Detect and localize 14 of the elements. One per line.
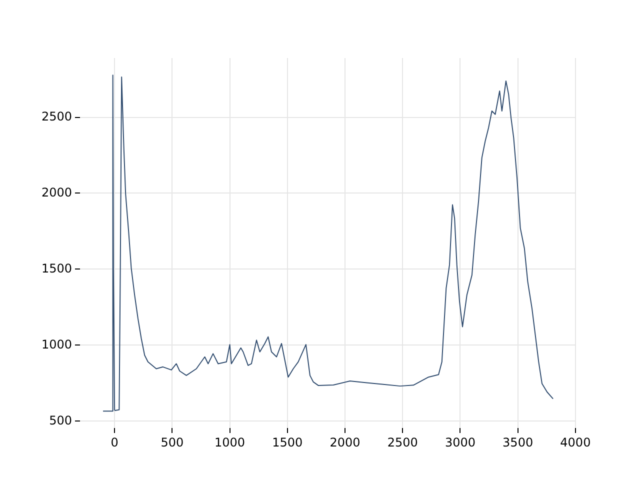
x-tick-label: 500 <box>160 435 184 450</box>
y-tick-label: 1000 <box>41 337 72 352</box>
x-tick-label: 1000 <box>214 435 246 450</box>
y-tick-label: 500 <box>49 413 72 428</box>
x-tick-label: 4000 <box>560 435 591 450</box>
y-tick-label: 2000 <box>41 185 72 200</box>
x-tick-label: 2500 <box>387 435 418 450</box>
y-tick-label: 1500 <box>41 261 72 276</box>
x-tick-label: 2000 <box>330 435 360 450</box>
x-tick-label: 0 <box>110 435 118 450</box>
x-tick-label: 1500 <box>272 435 303 450</box>
x-tick-label: 3500 <box>502 435 534 450</box>
x-tick-label: 3000 <box>444 435 476 450</box>
y-tick-label: 2500 <box>41 109 72 124</box>
